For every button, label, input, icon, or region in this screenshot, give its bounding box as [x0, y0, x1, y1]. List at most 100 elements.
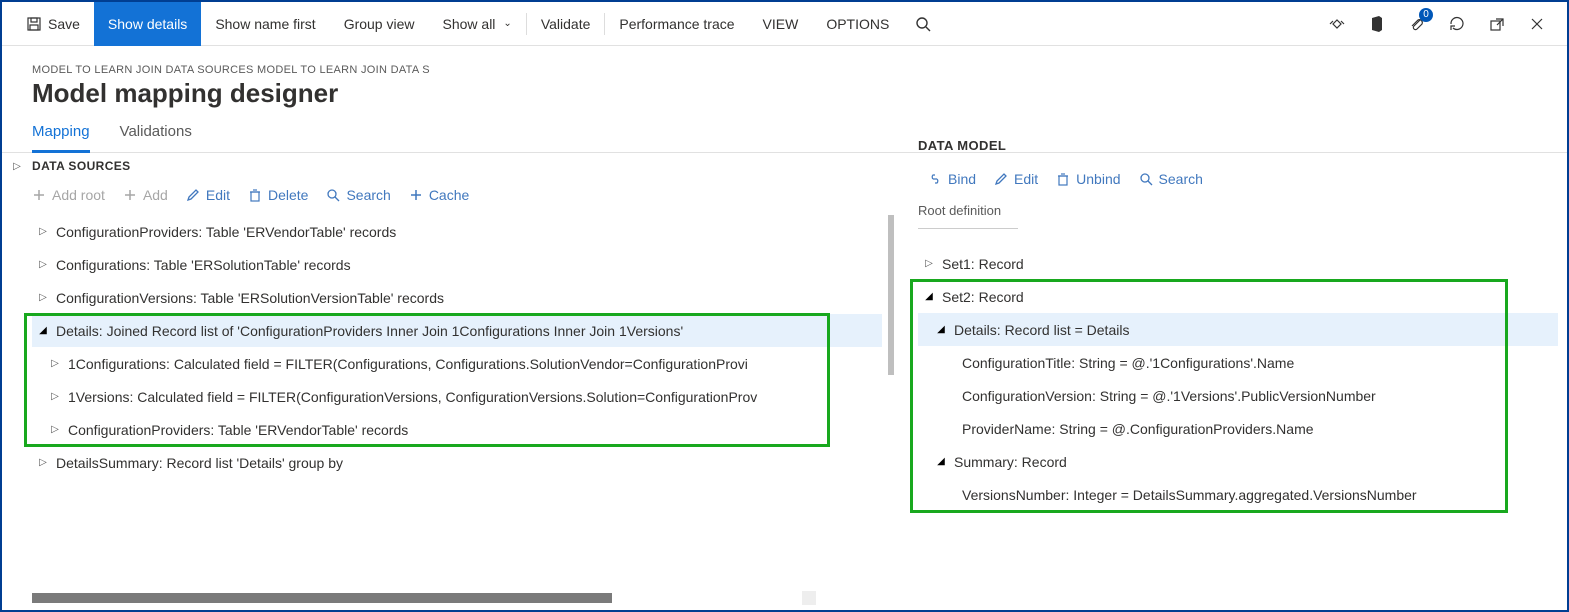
tree-row[interactable]: ▷ConfigurationProviders: Table 'ERVendor… [32, 215, 882, 248]
chevron-down-icon: ⌄ [503, 18, 511, 29]
close-icon [1529, 16, 1545, 32]
attachments-button[interactable]: 0 [1397, 2, 1437, 46]
show-details-label: Show details [108, 16, 187, 32]
expand-icon[interactable]: ▷ [36, 457, 50, 468]
attachments-badge: 0 [1419, 8, 1433, 22]
left-action-bar: Add root Add Edit Delete [32, 187, 882, 215]
tab-mapping[interactable]: Mapping [32, 123, 90, 153]
right-pane: DATA MODEL Bind Edit Unbind Search [908, 134, 1558, 511]
data-sources-tree: ▷ConfigurationProviders: Table 'ERVendor… [32, 215, 882, 479]
link-icon-button[interactable] [1317, 2, 1357, 46]
tree-row[interactable]: ▷1Configurations: Calculated field = FIL… [32, 347, 882, 380]
diamond-icon [1329, 16, 1345, 32]
collapse-left-icon[interactable]: ▷ [9, 157, 25, 609]
pencil-icon [994, 172, 1008, 186]
tree-row[interactable]: ProviderName: String = @.ConfigurationPr… [918, 412, 1558, 445]
page-title: Model mapping designer [32, 78, 1567, 109]
search-button[interactable] [903, 2, 943, 46]
expand-icon[interactable]: ▷ [48, 358, 62, 369]
search-button-right[interactable]: Search [1139, 171, 1203, 187]
options-label: OPTIONS [826, 16, 889, 32]
delete-button[interactable]: Delete [248, 187, 308, 203]
toolbar: Save Show details Show name first Group … [2, 2, 1567, 46]
collapse-icon[interactable]: ◢ [36, 325, 50, 336]
edit-button[interactable]: Edit [186, 187, 230, 203]
refresh-icon [1449, 16, 1465, 32]
view-label: VIEW [763, 16, 799, 32]
horizontal-scrollbar[interactable] [32, 593, 612, 603]
expand-icon[interactable]: ▷ [36, 292, 50, 303]
bind-button[interactable]: Bind [928, 171, 976, 187]
plus-icon [123, 188, 137, 202]
options-menu[interactable]: OPTIONS [812, 2, 903, 46]
performance-trace-button[interactable]: Performance trace [605, 2, 748, 46]
validate-label: Validate [541, 16, 591, 32]
collapse-icon[interactable]: ◢ [934, 456, 948, 467]
header: MODEL TO LEARN JOIN DATA SOURCES MODEL T… [2, 46, 1567, 109]
group-view-button[interactable]: Group view [330, 2, 429, 46]
tab-validations[interactable]: Validations [120, 123, 192, 152]
tree-row-details[interactable]: ◢Details: Joined Record list of 'Configu… [32, 314, 882, 347]
save-label: Save [48, 16, 80, 32]
data-model-title: DATA MODEL [908, 134, 1558, 171]
expand-icon[interactable]: ▷ [922, 258, 936, 269]
expand-icon[interactable]: ▷ [36, 259, 50, 270]
tree-row[interactable]: ◢Set2: Record [918, 280, 1558, 313]
main-area: ▷ DATA SOURCES Add root Add Edit [2, 153, 1567, 609]
tree-row[interactable]: ▷ConfigurationVersions: Table 'ERSolutio… [32, 281, 882, 314]
search-icon [326, 188, 340, 202]
breadcrumb: MODEL TO LEARN JOIN DATA SOURCES MODEL T… [32, 64, 1567, 76]
tree-row[interactable]: ▷1Versions: Calculated field = FILTER(Co… [32, 380, 882, 413]
popout-icon [1489, 16, 1505, 32]
add-button[interactable]: Add [123, 187, 168, 203]
office-button[interactable] [1357, 2, 1397, 46]
show-details-button[interactable]: Show details [94, 2, 201, 46]
collapse-icon[interactable]: ◢ [934, 324, 948, 335]
tree-row[interactable]: ConfigurationTitle: String = @.'1Configu… [918, 346, 1558, 379]
view-menu[interactable]: VIEW [749, 2, 813, 46]
popout-button[interactable] [1477, 2, 1517, 46]
tree-row[interactable]: ◢Summary: Record [918, 445, 1558, 478]
search-icon [1139, 172, 1153, 186]
vertical-scrollbar[interactable] [888, 215, 894, 375]
pencil-icon [186, 188, 200, 202]
tree-row-details-right[interactable]: ◢Details: Record list = Details [918, 313, 1558, 346]
show-all-dropdown[interactable]: Show all ⌄ [429, 2, 526, 46]
tree-row[interactable]: ▷DetailsSummary: Record list 'Details' g… [32, 446, 882, 479]
search-icon [915, 16, 931, 32]
search-button-left[interactable]: Search [326, 187, 390, 203]
unbind-button[interactable]: Unbind [1056, 171, 1120, 187]
show-name-first-button[interactable]: Show name first [201, 2, 329, 46]
office-icon [1369, 16, 1385, 32]
performance-trace-label: Performance trace [619, 16, 734, 32]
left-pane: ▷ DATA SOURCES Add root Add Edit [2, 153, 902, 609]
scrollbar-corner [802, 591, 816, 605]
expand-icon[interactable]: ▷ [48, 424, 62, 435]
collapse-icon[interactable]: ◢ [922, 291, 936, 302]
data-sources-title: DATA SOURCES [32, 155, 882, 187]
add-root-button[interactable]: Add root [32, 187, 105, 203]
plus-icon [32, 188, 46, 202]
right-action-bar: Bind Edit Unbind Search [908, 171, 1558, 201]
save-button[interactable]: Save [12, 2, 94, 46]
tree-row[interactable]: ▷Set1: Record [918, 247, 1558, 280]
data-model-tree: ▷Set1: Record ◢Set2: Record ◢Details: Re… [918, 247, 1558, 511]
plus-icon [409, 188, 423, 202]
validate-button[interactable]: Validate [527, 2, 605, 46]
tree-row[interactable]: ▷ConfigurationProviders: Table 'ERVendor… [32, 413, 882, 446]
refresh-button[interactable] [1437, 2, 1477, 46]
edit-button-right[interactable]: Edit [994, 171, 1038, 187]
tree-row[interactable]: VersionsNumber: Integer = DetailsSummary… [918, 478, 1558, 511]
root-definition-underline [918, 228, 1018, 229]
root-definition-label: Root definition [908, 201, 1558, 228]
show-all-label: Show all [443, 16, 496, 32]
close-button[interactable] [1517, 2, 1557, 46]
cache-button[interactable]: Cache [409, 187, 469, 203]
trash-icon [248, 188, 262, 202]
tree-row[interactable]: ConfigurationVersion: String = @.'1Versi… [918, 379, 1558, 412]
tree-row[interactable]: ▷Configurations: Table 'ERSolutionTable'… [32, 248, 882, 281]
show-name-first-label: Show name first [215, 16, 315, 32]
expand-icon[interactable]: ▷ [48, 391, 62, 402]
link-icon [928, 172, 942, 186]
expand-icon[interactable]: ▷ [36, 226, 50, 237]
